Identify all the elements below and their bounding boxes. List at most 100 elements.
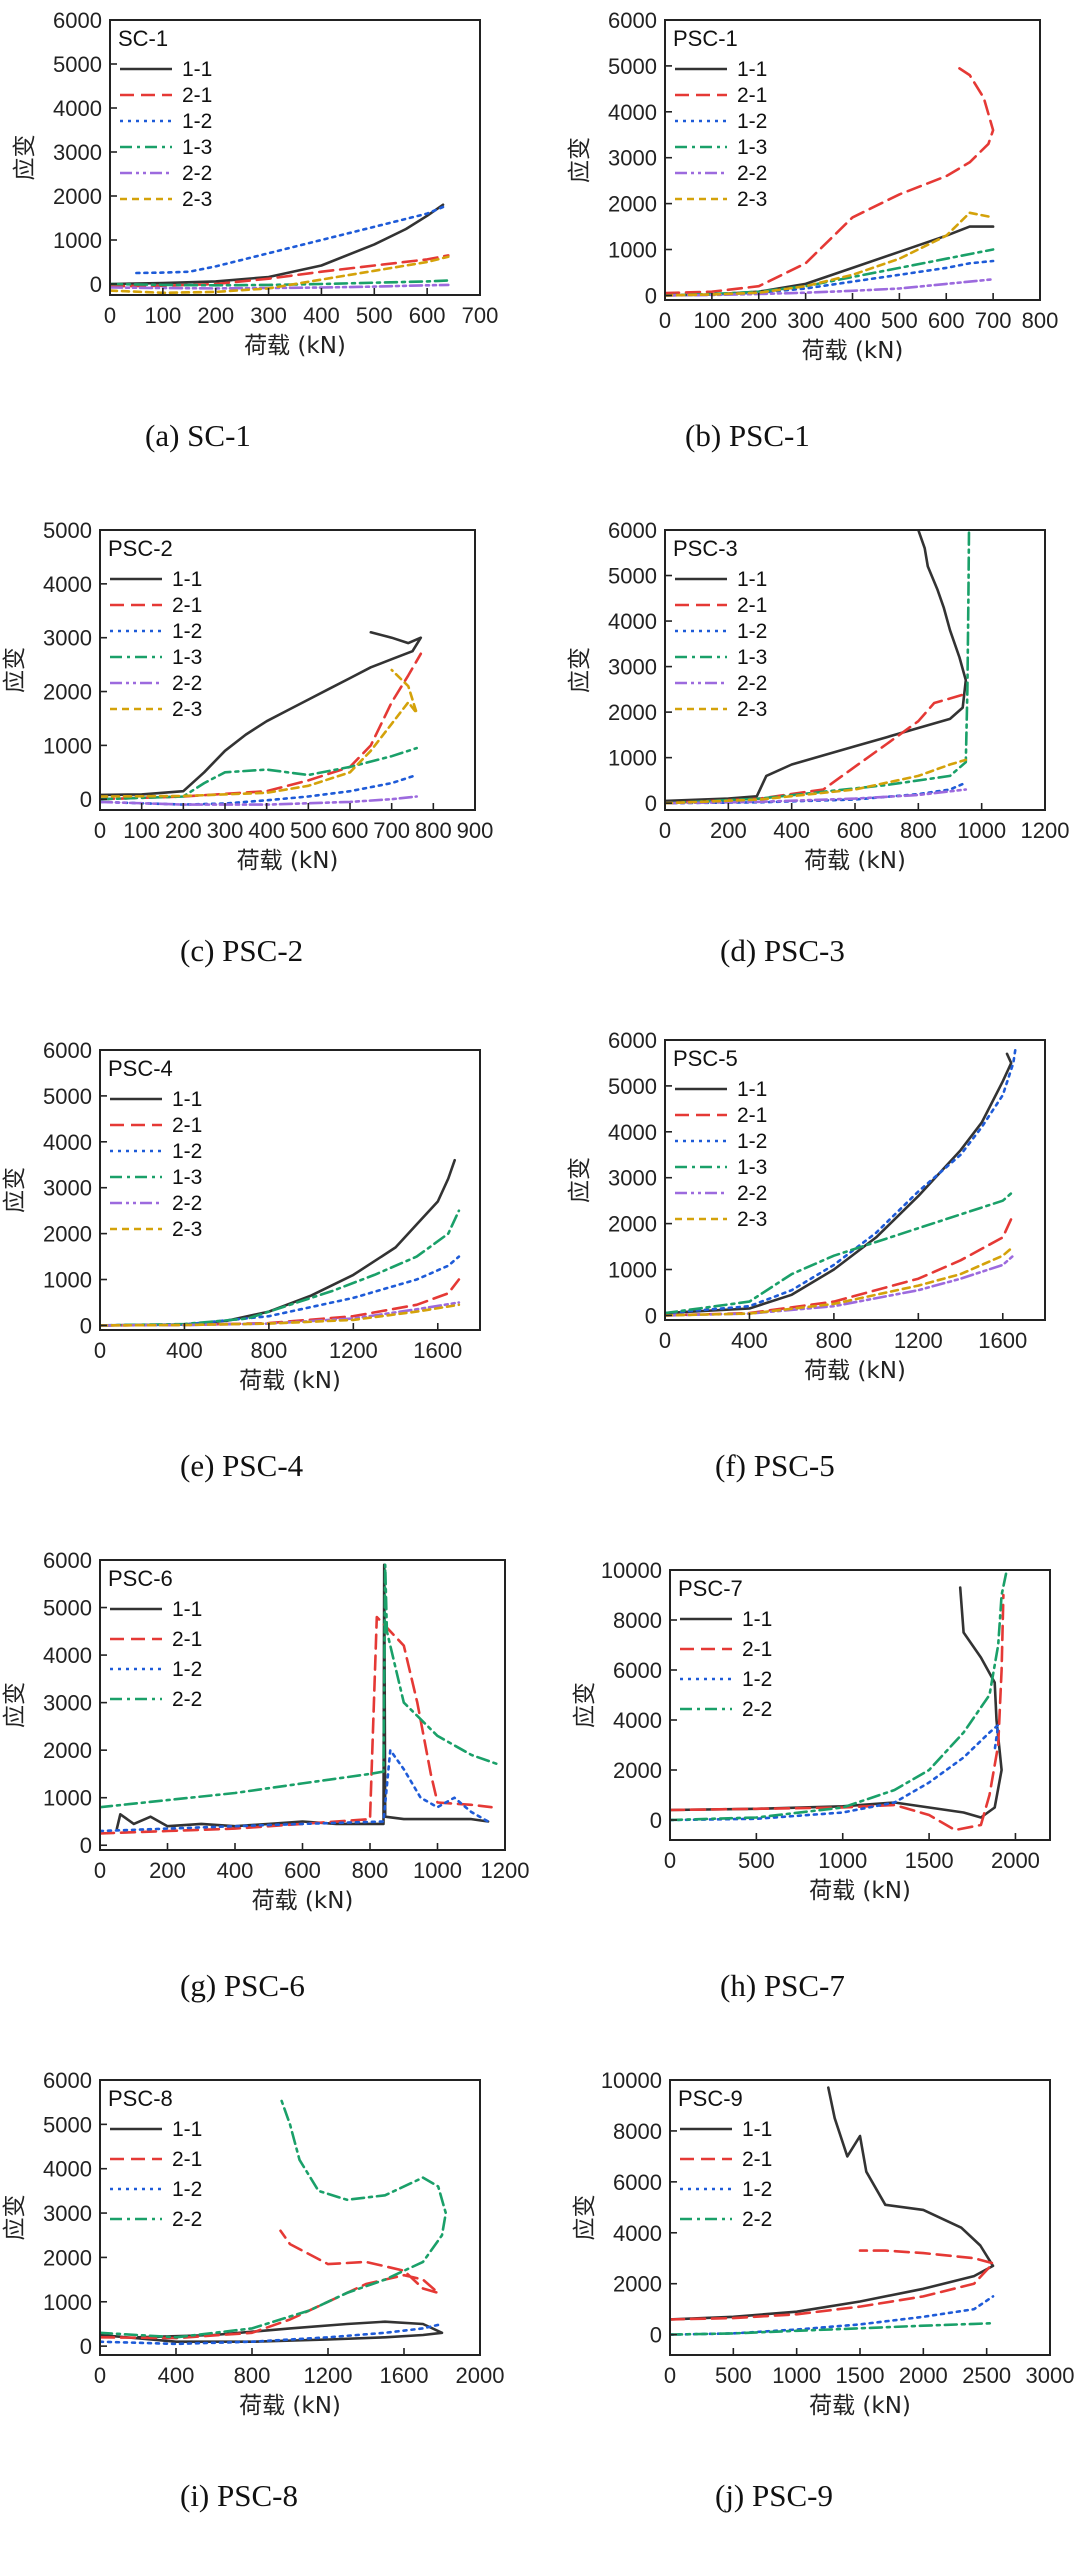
y-tick-label: 4000 (613, 2221, 662, 2246)
y-tick-label: 6000 (43, 1548, 92, 1573)
chart-svg: 0 500 1000 1500 2000 2500 3000 0 2000 4000 6000 800… (572, 2068, 1074, 2419)
x-tick-label: 500 (356, 303, 393, 328)
chart-panel: 0 100 200 300 400 500 600 700 800 0 1000 2000 3000 40… (567, 8, 1065, 400)
panel-label: SC-1 (118, 26, 168, 51)
y-tick-label: 0 (650, 2323, 662, 2348)
x-axis-label: 荷载 (kN) (802, 338, 904, 364)
legend-entry: 1-2 (742, 1668, 772, 1691)
x-tick-label: 0 (659, 818, 671, 843)
x-tick-label: 1500 (836, 2363, 885, 2388)
y-tick-label: 6000 (608, 518, 657, 543)
x-tick-label: 300 (250, 303, 287, 328)
y-tick-label: 2000 (43, 1738, 92, 1763)
series-line-2-3 (665, 758, 968, 805)
series-line-2-3 (100, 668, 418, 798)
y-tick-label: 3000 (53, 140, 102, 165)
chart-panel: 0 100 200 300 400 500 600 700 800 900 0 1000 2000 300… (2, 518, 500, 910)
y-tick-label: 5000 (53, 52, 102, 77)
x-tick-label: 500 (881, 308, 918, 333)
x-tick-label: 700 (373, 818, 410, 843)
legend-entry: 2-3 (737, 1208, 767, 1231)
legend-entry: 1-2 (172, 1140, 202, 1163)
x-tick-label: 400 (773, 818, 810, 843)
x-tick-label: 0 (664, 1848, 676, 1873)
chart-svg: 0 400 800 1200 1600 0 1000 2000 3000 4000 5000 6000… (2, 1038, 481, 1394)
plot-frame (669, 1569, 1051, 1841)
legend-entry: 2-1 (742, 2148, 772, 2171)
series-line-1-3 (665, 1190, 1015, 1315)
legend-entry: 1-1 (182, 58, 212, 81)
chart-svg: 0 200 400 600 800 1000 1200 0 1000 2000 3000 4000 50… (2, 1548, 529, 1914)
legend-entry: 2-2 (737, 1182, 767, 1205)
series-line-1-1 (665, 1052, 1013, 1315)
series-line-1-3 (100, 1209, 461, 1327)
x-tick-label: 1000 (413, 1858, 462, 1883)
y-tick-label: 1000 (43, 733, 92, 758)
plot-frame (664, 19, 1041, 301)
y-tick-label: 3000 (43, 1691, 92, 1716)
x-tick-label: 500 (738, 1848, 775, 1873)
plot-frame (669, 2079, 1051, 2356)
legend-entry: 1-2 (742, 2178, 772, 2201)
x-axis-label: 荷载 (kN) (809, 1878, 911, 1904)
series-line-1-1 (100, 1158, 456, 1327)
y-tick-label: 0 (80, 1833, 92, 1858)
series-line-1-1 (665, 530, 968, 803)
x-tick-label: 800 (352, 1858, 389, 1883)
x-tick-label: 100 (144, 303, 181, 328)
legend-entry: 2-3 (172, 698, 202, 721)
y-tick-label: 3000 (43, 2201, 92, 2226)
y-tick-label: 2000 (608, 192, 657, 217)
x-tick-label: 400 (158, 2363, 195, 2388)
panel-caption: (d) PSC-3 (720, 933, 845, 968)
legend-entry: 1-1 (172, 2118, 202, 2141)
y-tick-label: 10000 (601, 1558, 662, 1583)
series-line-2-1 (665, 692, 968, 805)
y-tick-label: 4000 (43, 2157, 92, 2182)
panel-label: PSC-2 (108, 536, 173, 561)
chart-panel: 0 200 400 600 800 1000 1200 0 1000 2000 3000 4000 50… (567, 518, 1070, 910)
series-line-2-3 (100, 1303, 461, 1327)
x-tick-label: 0 (94, 2363, 106, 2388)
chart-panel: 0 400 800 1200 1600 0 1000 2000 3000 4000 5000 6000… (2, 1038, 505, 1430)
y-tick-label: 4000 (608, 100, 657, 125)
x-tick-label: 1000 (957, 818, 1006, 843)
x-axis-label: 荷载 (kN) (804, 1358, 906, 1384)
x-tick-label: 0 (94, 818, 106, 843)
y-tick-label: 1000 (43, 1786, 92, 1811)
x-tick-label: 800 (1022, 308, 1059, 333)
legend-entry: 2-2 (172, 1688, 202, 1711)
y-tick-label: 1000 (43, 2290, 92, 2315)
x-tick-label: 2500 (962, 2363, 1011, 2388)
y-tick-label: 2000 (613, 1758, 662, 1783)
series-line-2-2 (100, 1563, 500, 1809)
x-tick-label: 400 (217, 1858, 254, 1883)
y-axis-label: 应变 (2, 2195, 28, 2241)
y-tick-label: 3000 (43, 626, 92, 651)
series-line-1-1 (110, 203, 445, 286)
plot-frame (99, 2079, 481, 2356)
y-axis-label: 应变 (567, 1157, 593, 1203)
y-tick-label: 1000 (608, 746, 657, 771)
x-tick-label: 700 (975, 308, 1012, 333)
series-line-1-2 (100, 2322, 444, 2346)
legend-entry: 2-2 (742, 1698, 772, 1721)
y-tick-label: 0 (650, 1808, 662, 1833)
series-line-1-2 (665, 1047, 1017, 1315)
x-axis-label: 荷载 (kN) (809, 2393, 911, 2419)
series-line-2-2 (100, 795, 418, 806)
panel-label: PSC-4 (108, 1056, 173, 1081)
panel-caption: (j) PSC-9 (715, 2478, 833, 2513)
series-line-2-2 (670, 1570, 1009, 1822)
y-tick-label: 6000 (613, 2170, 662, 2195)
y-axis-label: 应变 (567, 647, 593, 693)
x-tick-label: 0 (94, 1338, 106, 1363)
y-axis-label: 应变 (2, 647, 28, 693)
chart-panel: 0 500 1000 1500 2000 2500 3000 0 2000 4000 6000 800… (572, 2068, 1075, 2455)
panel-caption: (f) PSC-5 (715, 1448, 835, 1483)
series-line-2-1 (665, 64, 995, 295)
x-tick-label: 600 (332, 818, 369, 843)
panel-label: PSC-7 (678, 1576, 743, 1601)
chart-panel: 0 200 400 600 800 1000 1200 0 1000 2000 3000 4000 50… (2, 1548, 530, 1950)
legend-entry: 2-2 (737, 162, 767, 185)
